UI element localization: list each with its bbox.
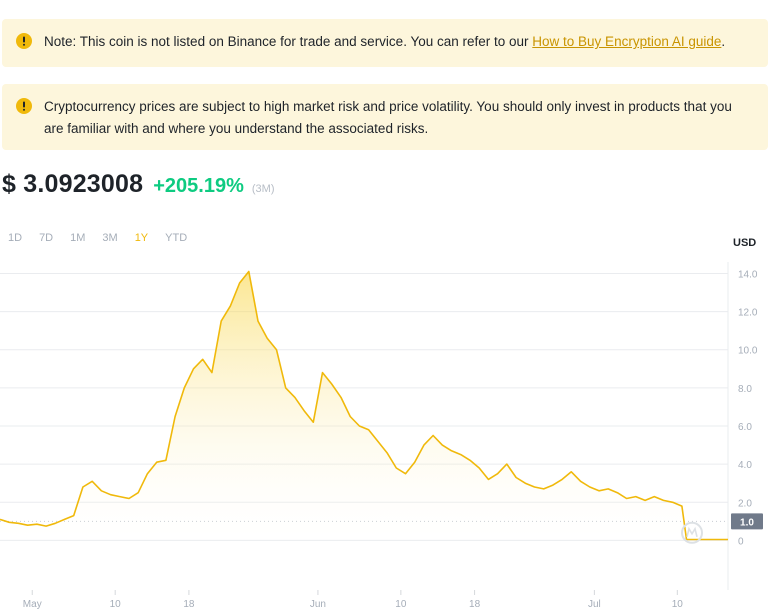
x-tick-label: 10 [672, 599, 684, 610]
price-change-period: (3M) [251, 183, 275, 195]
x-tick-label: 10 [110, 599, 122, 610]
y-tick-label: 8.0 [738, 384, 752, 395]
price-unit-label: USD [733, 237, 757, 249]
y-tick-label: 4.0 [738, 460, 752, 471]
range-tab-7d[interactable]: 7D [39, 232, 54, 244]
reference-price-label: 1.0 [740, 517, 754, 528]
x-tick-label: Jun [310, 599, 326, 610]
listing-notice-suffix: . [721, 34, 726, 49]
how-to-buy-guide-link[interactable]: How to Buy Encryption AI guide [532, 34, 722, 49]
x-tick-label: May [23, 599, 42, 610]
y-tick-label: 2.0 [738, 498, 752, 509]
y-tick-label: 10.0 [738, 346, 758, 357]
price-summary: $ 3.0923008 +205.19% (3M) [2, 170, 274, 199]
current-price: $ 3.0923008 [2, 170, 144, 198]
coinmarketcap-logo-icon [681, 521, 703, 544]
y-tick-label: 12.0 [738, 308, 758, 319]
warning-circle-icon [16, 33, 32, 49]
x-tick-label: 18 [469, 599, 481, 610]
watermark-mark [686, 526, 698, 537]
reference-price-badge [731, 513, 763, 530]
warning-circle-icon [16, 98, 32, 114]
x-tick-label: 10 [395, 599, 407, 610]
range-tab-3m[interactable]: 3M [102, 232, 118, 244]
listing-notice-text: Note: This coin is not listed on Binance… [44, 34, 533, 49]
price-line [0, 270, 728, 541]
range-tab-ytd[interactable]: YTD [165, 232, 188, 244]
range-tab-1d[interactable]: 1D [8, 232, 23, 244]
y-tick-label: 6.0 [738, 422, 752, 433]
y-tick-label: 0 [738, 536, 744, 547]
range-tab-1y[interactable]: 1Y [134, 232, 149, 244]
x-tick-label: Jul [588, 599, 601, 610]
price-change-percent: +205.19% [153, 175, 244, 197]
x-tick-label: 18 [183, 599, 195, 610]
time-range-tabs: 1D 7D 1M 3M 1Y YTD [8, 232, 204, 244]
price-area-fill [0, 271, 728, 541]
y-tick-label: 14.0 [738, 269, 758, 280]
listing-notice: Note: This coin is not listed on Binance… [2, 19, 768, 67]
range-tab-1m[interactable]: 1M [70, 232, 86, 244]
risk-notice: Cryptocurrency prices are subject to hig… [2, 84, 768, 150]
risk-notice-text: Cryptocurrency prices are subject to hig… [44, 99, 732, 136]
